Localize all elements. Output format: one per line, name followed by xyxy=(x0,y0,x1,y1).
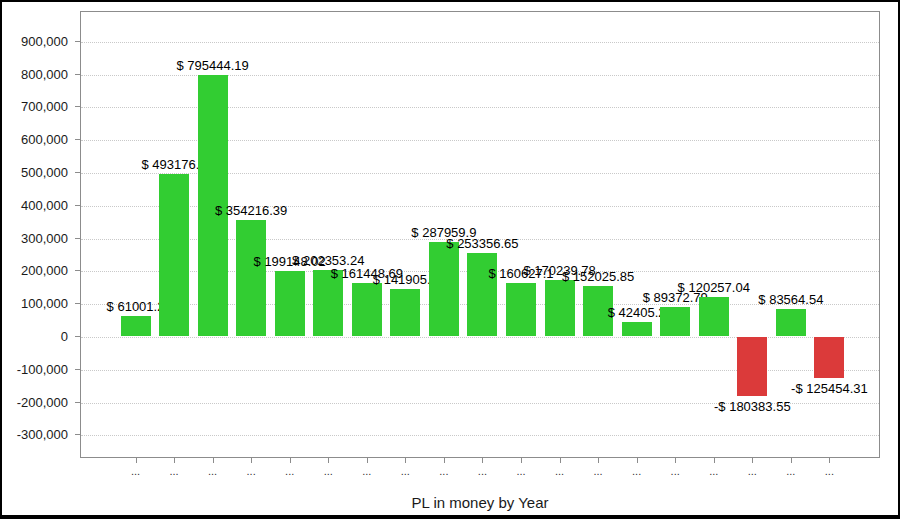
y-tick-label: -100,000 xyxy=(8,361,68,376)
x-tick-label: ... xyxy=(516,465,525,477)
bar xyxy=(699,297,729,336)
x-tick-label: ... xyxy=(401,465,410,477)
x-tick-mark xyxy=(675,458,676,463)
x-tick-mark xyxy=(174,458,175,463)
y-tick-label: 500,000 xyxy=(8,164,68,179)
y-tick-mark xyxy=(75,270,80,271)
y-tick-label: 900,000 xyxy=(8,33,68,48)
y-tick-mark xyxy=(75,74,80,75)
x-tick-mark xyxy=(251,458,252,463)
y-tick-label: -200,000 xyxy=(8,394,68,409)
y-tick-mark xyxy=(75,434,80,435)
bar xyxy=(660,307,690,336)
y-tick-mark xyxy=(75,402,80,403)
y-tick-mark xyxy=(75,205,80,206)
y-tick-label: 0 xyxy=(8,329,68,344)
x-tick-label: ... xyxy=(478,465,487,477)
y-tick-mark xyxy=(75,336,80,337)
x-tick-mark xyxy=(290,458,291,463)
y-tick-mark xyxy=(75,369,80,370)
x-tick-label: ... xyxy=(208,465,217,477)
bar-value-label: $ 42405.2 xyxy=(608,305,666,320)
y-tick-mark xyxy=(75,172,80,173)
x-tick-mark xyxy=(637,458,638,463)
x-tick-mark xyxy=(598,458,599,463)
chart-window: 900,000 800,000 700,000 600,000 500,000 400,0… xyxy=(0,0,900,519)
bar-value-label: -$ 125454.31 xyxy=(791,381,868,396)
x-tick-label: ... xyxy=(247,465,256,477)
gridline xyxy=(81,435,879,436)
x-tick-label: ... xyxy=(786,465,795,477)
bar-value-label: $ 152025.85 xyxy=(562,269,634,284)
bar-value-label: $ 83564.54 xyxy=(758,292,823,307)
y-tick-label: -300,000 xyxy=(8,427,68,442)
x-tick-label: ... xyxy=(594,465,603,477)
bar-value-label: $ 354216.39 xyxy=(215,203,287,218)
gridline xyxy=(81,42,879,43)
y-tick-label: 800,000 xyxy=(8,66,68,81)
bar xyxy=(545,280,575,336)
y-tick-label: 300,000 xyxy=(8,230,68,245)
bar xyxy=(622,322,652,336)
x-tick-label: ... xyxy=(131,465,140,477)
y-tick-mark xyxy=(75,139,80,140)
x-tick-label: ... xyxy=(632,465,641,477)
x-tick-label: ... xyxy=(324,465,333,477)
x-tick-label: ... xyxy=(285,465,294,477)
x-tick-label: ... xyxy=(825,465,834,477)
bar-value-label: $ 120257.04 xyxy=(678,280,750,295)
x-tick-mark xyxy=(482,458,483,463)
y-tick-label: 200,000 xyxy=(8,263,68,278)
y-tick-mark xyxy=(75,303,80,304)
bar-value-label: -$ 180383.55 xyxy=(714,399,791,414)
y-tick-mark xyxy=(75,41,80,42)
y-tick-label: 600,000 xyxy=(8,132,68,147)
x-tick-mark xyxy=(791,458,792,463)
bar xyxy=(506,283,536,336)
x-tick-mark xyxy=(829,458,830,463)
bar-value-label: $ 253356.65 xyxy=(446,236,518,251)
x-tick-mark xyxy=(521,458,522,463)
x-tick-label: ... xyxy=(169,465,178,477)
y-tick-label: 400,000 xyxy=(8,197,68,212)
bar xyxy=(737,337,767,396)
axis-title: PL in money by Year xyxy=(80,494,880,511)
bar xyxy=(814,337,844,378)
y-tick-label: 700,000 xyxy=(8,99,68,114)
bar-value-label: $ 61001.2 xyxy=(107,299,165,314)
x-tick-mark xyxy=(560,458,561,463)
bar xyxy=(352,283,382,336)
x-tick-mark xyxy=(367,458,368,463)
bar xyxy=(429,242,459,336)
y-tick-mark xyxy=(75,238,80,239)
x-tick-mark xyxy=(752,458,753,463)
x-tick-label: ... xyxy=(362,465,371,477)
bar xyxy=(159,174,189,336)
x-tick-label: ... xyxy=(748,465,757,477)
bar xyxy=(121,316,151,336)
x-tick-mark xyxy=(213,458,214,463)
bar xyxy=(236,220,266,336)
x-tick-mark xyxy=(444,458,445,463)
x-tick-mark xyxy=(405,458,406,463)
bar xyxy=(390,289,420,336)
x-tick-mark xyxy=(136,458,137,463)
y-tick-mark xyxy=(75,106,80,107)
x-tick-label: ... xyxy=(555,465,564,477)
x-tick-mark xyxy=(328,458,329,463)
y-tick-label: 100,000 xyxy=(8,296,68,311)
x-tick-mark xyxy=(714,458,715,463)
bar-value-label: $ 795444.19 xyxy=(176,58,248,73)
x-tick-label: ... xyxy=(671,465,680,477)
x-tick-label: ... xyxy=(439,465,448,477)
x-tick-label: ... xyxy=(709,465,718,477)
bar xyxy=(776,309,806,336)
bar xyxy=(275,271,305,336)
